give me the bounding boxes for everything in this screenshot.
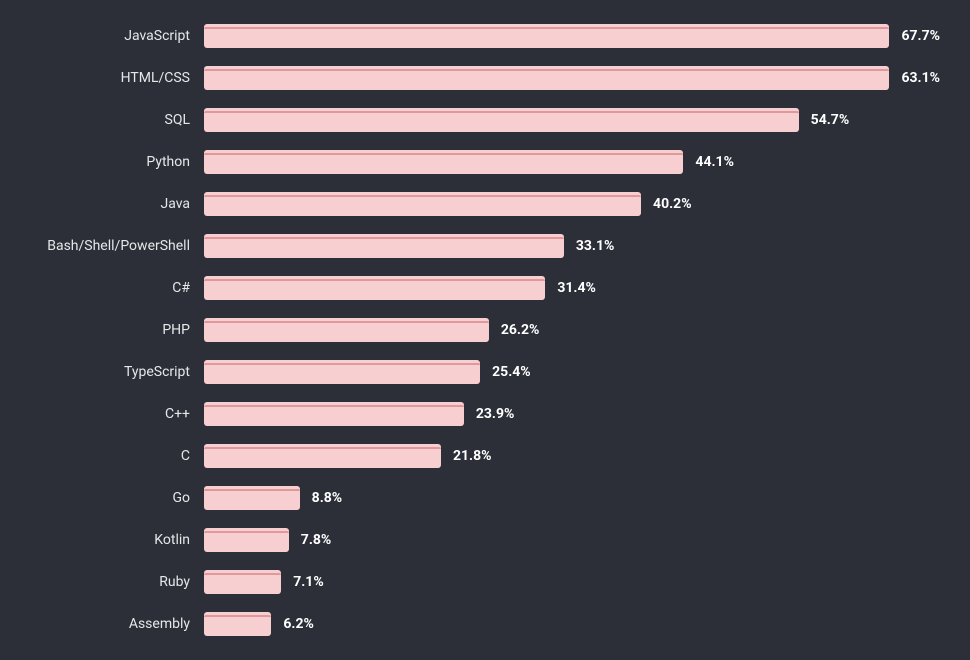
bar-row: C++ 23.9% (10, 402, 940, 426)
bar-track: 21.8% (204, 444, 940, 468)
bar-accent-stripe (204, 153, 683, 155)
bar-label: C# (10, 280, 204, 296)
bar-track: 54.7% (204, 108, 940, 132)
bar-value: 44.1% (695, 154, 734, 170)
bar-label: Python (10, 154, 204, 170)
bar-fill (204, 24, 889, 48)
bar-value: 31.4% (557, 280, 596, 296)
bar-fill (204, 150, 683, 174)
bar-accent-stripe (204, 69, 889, 71)
bar-row: PHP 26.2% (10, 318, 940, 342)
bar-row: JavaScript 67.7% (10, 24, 940, 48)
bar-track: 26.2% (204, 318, 940, 342)
bar-accent-stripe (204, 489, 300, 491)
bar-track: 7.1% (204, 570, 940, 594)
bar-label: Assembly (10, 616, 204, 632)
bar-label: C (10, 448, 204, 464)
bar-label: Go (10, 490, 204, 506)
bar-label: HTML/CSS (10, 70, 204, 86)
bar-value: 7.8% (301, 532, 331, 548)
bar-accent-stripe (204, 321, 489, 323)
bar-label: Kotlin (10, 532, 204, 548)
bar-track: 6.2% (204, 612, 940, 636)
bar-track: 33.1% (204, 234, 940, 258)
bar-label: Ruby (10, 574, 204, 590)
bar-label: TypeScript (10, 364, 204, 380)
bar-row: TypeScript 25.4% (10, 360, 940, 384)
bar-row: Bash/Shell/PowerShell 33.1% (10, 234, 940, 258)
bar-value: 54.7% (811, 112, 850, 128)
bar-track: 25.4% (204, 360, 940, 384)
bar-fill (204, 612, 271, 636)
language-usage-bar-chart: JavaScript 67.7% HTML/CSS 63.1% SQL 54.7… (0, 0, 970, 660)
bar-fill (204, 570, 281, 594)
bar-value: 40.2% (653, 196, 692, 212)
bar-value: 21.8% (453, 448, 492, 464)
bar-accent-stripe (204, 279, 545, 281)
bar-row: Python 44.1% (10, 150, 940, 174)
bar-track: 8.8% (204, 486, 940, 510)
bar-accent-stripe (204, 363, 480, 365)
bar-label: Java (10, 196, 204, 212)
bar-label: PHP (10, 322, 204, 338)
bar-value: 26.2% (501, 322, 540, 338)
bar-value: 23.9% (476, 406, 515, 422)
bar-fill (204, 444, 441, 468)
bar-value: 63.1% (901, 70, 940, 86)
bar-row: Ruby 7.1% (10, 570, 940, 594)
bar-value: 33.1% (576, 238, 615, 254)
bar-row: HTML/CSS 63.1% (10, 66, 940, 90)
bar-accent-stripe (204, 195, 641, 197)
bar-track: 31.4% (204, 276, 940, 300)
bar-track: 63.1% (204, 66, 940, 90)
bar-track: 40.2% (204, 192, 940, 216)
bar-value: 25.4% (492, 364, 531, 380)
bar-value: 7.1% (293, 574, 323, 590)
bar-value: 67.7% (901, 28, 940, 44)
bar-row: Kotlin 7.8% (10, 528, 940, 552)
bar-value: 8.8% (312, 490, 342, 506)
bar-fill (204, 66, 889, 90)
bar-fill (204, 528, 289, 552)
bar-row: Assembly 6.2% (10, 612, 940, 636)
bar-fill (204, 318, 489, 342)
bar-track: 67.7% (204, 24, 940, 48)
bar-row: C 21.8% (10, 444, 940, 468)
bar-fill (204, 192, 641, 216)
bar-label: C++ (10, 406, 204, 422)
bar-accent-stripe (204, 447, 441, 449)
bar-accent-stripe (204, 573, 281, 575)
bar-accent-stripe (204, 237, 564, 239)
bar-row: Java 40.2% (10, 192, 940, 216)
bar-row: SQL 54.7% (10, 108, 940, 132)
bar-label: SQL (10, 112, 204, 128)
bar-track: 44.1% (204, 150, 940, 174)
bar-fill (204, 108, 799, 132)
bar-label: JavaScript (10, 28, 204, 44)
bar-fill (204, 402, 464, 426)
bar-track: 7.8% (204, 528, 940, 552)
bar-row: Go 8.8% (10, 486, 940, 510)
bar-accent-stripe (204, 405, 464, 407)
bar-fill (204, 234, 564, 258)
bar-label: Bash/Shell/PowerShell (10, 238, 204, 254)
bar-track: 23.9% (204, 402, 940, 426)
bar-accent-stripe (204, 27, 889, 29)
bar-accent-stripe (204, 615, 271, 617)
bar-row: C# 31.4% (10, 276, 940, 300)
bar-accent-stripe (204, 111, 799, 113)
bar-value: 6.2% (283, 616, 313, 632)
bar-fill (204, 276, 545, 300)
bar-fill (204, 360, 480, 384)
bar-fill (204, 486, 300, 510)
bar-accent-stripe (204, 531, 289, 533)
